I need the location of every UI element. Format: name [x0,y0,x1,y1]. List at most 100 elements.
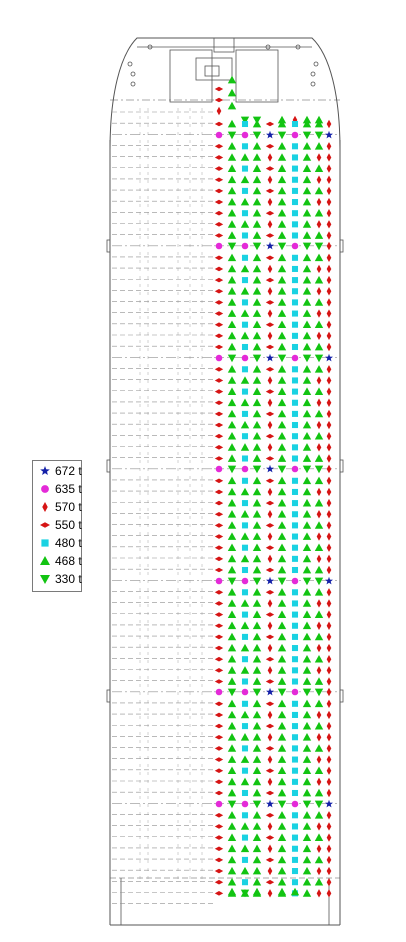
triangle-up-marker [302,387,312,395]
square-marker [291,343,299,351]
triangle-up-marker [240,153,250,161]
triangle-up-marker [302,588,312,596]
triangle-up-marker [302,655,312,663]
circle-marker [215,465,223,473]
wide-diamond-marker [265,746,275,751]
circle-marker [291,577,299,585]
star-marker [266,241,274,250]
triangle-up-marker [277,565,287,574]
square-marker [241,656,249,663]
triangle-up-marker [277,510,287,518]
wide-diamond-marker [265,166,275,171]
triangle-down-marker [314,465,324,474]
triangle-up-marker [252,721,262,730]
square-marker [241,611,249,618]
triangle-down-marker [227,688,237,697]
triangle-up-marker [277,164,287,172]
triangle-up-marker [227,376,237,384]
triangle-up-marker [314,298,324,306]
triangle-up-marker [227,420,237,429]
wide-diamond-marker [214,701,224,707]
triangle-up-marker [227,253,237,262]
triangle-up-marker [227,498,237,507]
triangle-up-marker [240,844,250,853]
triangle-up-marker [240,264,250,273]
triangle-up-marker [252,398,262,407]
triangle-up-marker [252,655,262,663]
triangle-up-marker [314,565,324,574]
triangle-up-marker [277,666,287,674]
triangle-up-marker [227,721,237,730]
triangle-up-marker [277,498,287,507]
triangle-down-marker [302,131,312,140]
triangle-up-marker [314,677,324,685]
triangle-up-marker [277,432,287,440]
triangle-up-marker [252,186,262,195]
tall-diamond-marker [326,454,332,463]
triangle-up-marker [302,777,312,786]
triangle-up-marker [302,766,312,775]
wide-diamond-marker [214,277,224,283]
square-marker [241,700,249,707]
triangle-up-marker [252,610,262,618]
triangle-up-marker [302,209,312,217]
square-marker [241,633,249,640]
triangle-up-marker [314,521,324,529]
tall-diamond-marker [316,153,322,162]
circle-marker [41,485,49,493]
square-marker [241,165,249,172]
tall-diamond-marker [326,432,332,441]
tall-diamond-marker [316,710,322,720]
wide-diamond-marker [265,456,275,461]
triangle-up-marker [302,744,312,752]
triangle-up-marker [227,75,237,84]
triangle-up-marker [252,710,262,719]
wide-diamond-marker [265,790,275,796]
circle-marker [291,465,299,473]
triangle-up-marker [240,643,250,652]
tall-diamond-marker [326,588,332,597]
wide-diamond-marker [214,456,224,461]
wide-diamond-marker [214,255,224,261]
tall-diamond-marker [316,398,322,407]
triangle-up-marker [302,253,312,262]
square-marker [291,555,299,562]
tall-diamond-marker [326,599,332,608]
triangle-up-marker [252,621,262,630]
triangle-up-marker [240,532,250,540]
wide-diamond-marker [265,389,275,394]
triangle-up-marker [314,253,324,262]
triangle-down-marker [227,354,237,363]
bow-structure [213,37,235,53]
triangle-up-marker [227,309,237,317]
triangle-up-marker [227,543,237,552]
triangle-up-marker [252,822,262,830]
triangle-up-marker [277,588,287,596]
triangle-up-marker [302,811,312,819]
wide-diamond-marker [214,734,224,740]
tall-diamond-marker [267,153,273,162]
triangle-up-marker [227,487,237,496]
triangle-up-marker [252,855,262,864]
triangle-up-marker [252,677,262,685]
triangle-up-marker [277,632,287,641]
triangle-down-marker [240,889,250,898]
wide-diamond-marker [214,790,224,796]
tall-diamond-marker [326,498,332,508]
tall-diamond-marker [42,502,48,512]
triangle-up-marker-icon [40,556,50,565]
triangle-up-marker [302,643,312,652]
bollard [127,61,133,67]
square-marker [291,388,299,395]
square-marker [241,455,249,462]
triangle-up-marker [240,822,250,830]
triangle-up-marker [227,331,237,340]
square-marker [291,566,299,574]
triangle-up-marker [314,320,324,329]
wide-diamond-marker [214,97,224,103]
tall-diamond-marker [267,287,273,296]
triangle-up-marker [277,275,287,284]
tall-diamond-marker [326,710,332,720]
tall-diamond-marker [267,643,273,653]
square-marker [291,767,299,774]
